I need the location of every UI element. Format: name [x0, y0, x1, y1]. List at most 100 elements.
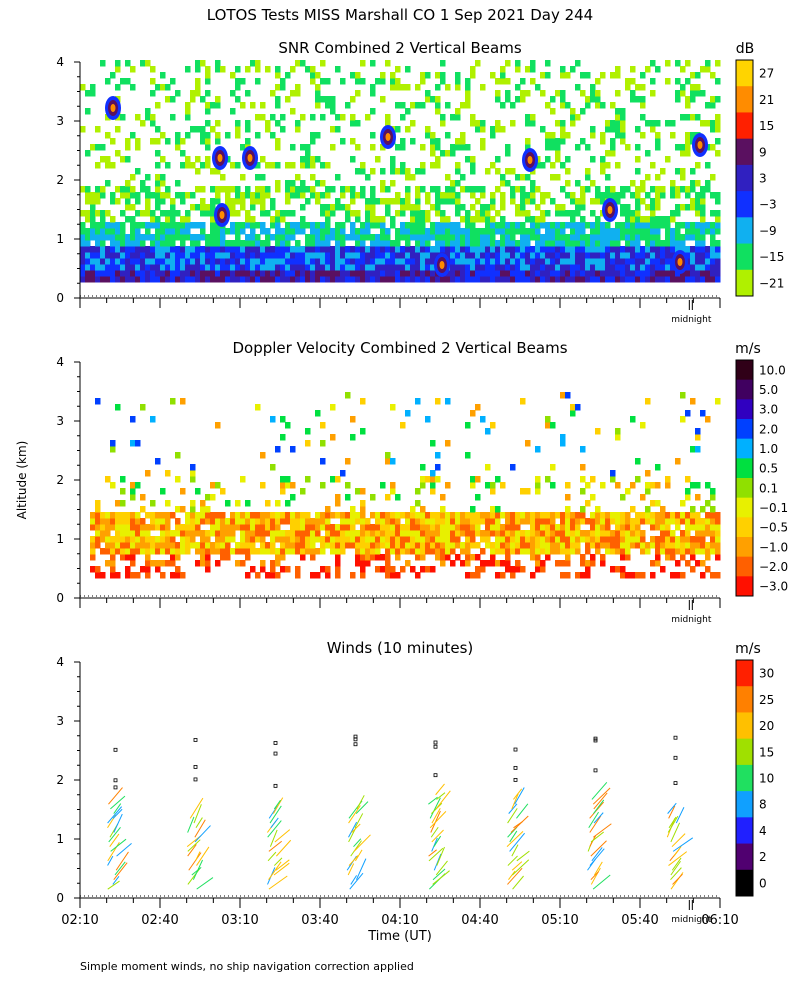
snr-cell [630, 252, 636, 259]
snr-cell [645, 228, 651, 235]
snr-cell [85, 90, 91, 97]
velocity-cell [510, 548, 516, 555]
snr-cell [590, 276, 596, 283]
snr-cell [130, 258, 136, 265]
snr-cell [490, 276, 496, 283]
snr-cell [360, 192, 366, 199]
colorbar-label: 3.0 [759, 403, 778, 417]
snr-cell [715, 78, 721, 85]
snr-cell [275, 120, 281, 127]
snr-cell [295, 228, 301, 235]
snr-cell [690, 258, 696, 265]
x-tick-label: 04:40 [461, 913, 498, 928]
snr-cell [590, 252, 596, 259]
snr-cell [605, 222, 611, 229]
snr-cell [560, 246, 566, 253]
snr-cell [420, 78, 426, 85]
snr-cell [160, 276, 166, 283]
snr-cell [615, 126, 621, 133]
velocity-cell [610, 518, 616, 525]
snr-cell [300, 180, 306, 187]
snr-cell [275, 234, 281, 241]
snr-cell [380, 222, 386, 229]
snr-cell [205, 138, 211, 145]
snr-echo [247, 154, 253, 162]
snr-cell [375, 270, 381, 277]
velocity-cell [645, 518, 651, 525]
velocity-cell [130, 518, 136, 525]
velocity-cell [115, 518, 121, 525]
snr-cell [120, 186, 126, 193]
snr-cell [160, 228, 166, 235]
snr-cell [175, 228, 181, 235]
velocity-cell [485, 464, 491, 471]
snr-cell [410, 210, 416, 217]
snr-cell [360, 240, 366, 247]
velocity-cell [190, 524, 196, 531]
snr-cell [525, 270, 531, 277]
velocity-cell [130, 494, 136, 501]
velocity-cell [360, 512, 366, 519]
snr-cell [135, 276, 141, 283]
snr-cell [115, 252, 121, 259]
velocity-cell [610, 530, 616, 537]
snr-cell [390, 162, 396, 169]
velocity-cell [415, 536, 421, 543]
wind-barb [594, 861, 603, 876]
snr-cell [495, 168, 501, 175]
snr-cell [675, 186, 681, 193]
snr-cell [715, 210, 721, 217]
snr-cell [320, 246, 326, 253]
velocity-cell [655, 464, 661, 471]
snr-cell [250, 270, 256, 277]
velocity-cell [150, 548, 156, 555]
snr-cell [490, 228, 496, 235]
velocity-cell [670, 518, 676, 525]
snr-cell [560, 72, 566, 79]
snr-cell [210, 264, 216, 271]
snr-cell [480, 126, 486, 133]
snr-cell [200, 210, 206, 217]
snr-cell [240, 246, 246, 253]
snr-cell [530, 276, 536, 283]
snr-cell [275, 252, 281, 259]
velocity-cell [385, 530, 391, 537]
x-axis-label: Time (UT) [367, 929, 432, 944]
velocity-cell [525, 440, 531, 447]
snr-cell [320, 162, 326, 169]
snr-cell [535, 240, 541, 247]
wind-barb [670, 867, 682, 881]
snr-cell [700, 246, 706, 253]
velocity-cell [655, 500, 661, 507]
colorbar-label: 10.0 [759, 363, 786, 377]
snr-cell [615, 120, 621, 127]
snr-cell [455, 264, 461, 271]
snr-cell [310, 192, 316, 199]
snr-cell [335, 222, 341, 229]
snr-cell [320, 222, 326, 229]
snr-cell [235, 120, 241, 127]
snr-cell [90, 210, 96, 217]
velocity-cell [700, 548, 706, 555]
snr-cell [590, 156, 596, 163]
snr-cell [665, 264, 671, 271]
wind-barb [670, 860, 681, 876]
snr-cell [445, 276, 451, 283]
velocity-cell [510, 524, 516, 531]
snr-cell [675, 60, 681, 67]
snr-cell [540, 192, 546, 199]
snr-cell [500, 102, 506, 109]
snr-cell [230, 276, 236, 283]
velocity-cell [115, 572, 121, 579]
snr-cell [700, 264, 706, 271]
snr-cell [200, 126, 206, 133]
snr-cell [245, 66, 251, 73]
snr-cell [505, 96, 511, 103]
snr-cell [410, 174, 416, 181]
snr-cell [190, 258, 196, 265]
snr-cell [690, 276, 696, 283]
snr-cell [650, 246, 656, 253]
colorbar-label: −1.0 [759, 540, 788, 554]
snr-cell [295, 186, 301, 193]
